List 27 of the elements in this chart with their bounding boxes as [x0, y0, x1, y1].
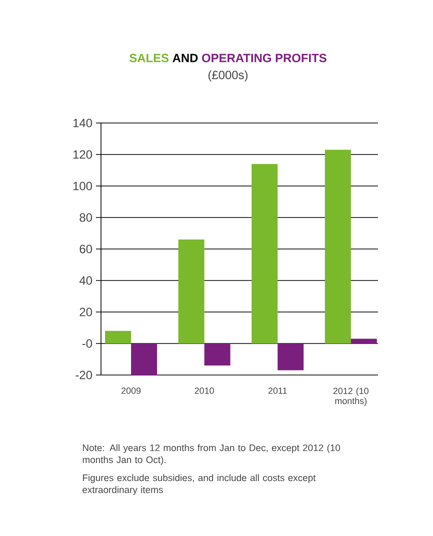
- y-tick-label: 140: [73, 118, 92, 128]
- x-tick-label: 2011: [268, 388, 287, 394]
- x-tick-label: 2009: [122, 388, 141, 394]
- bar: [204, 343, 230, 366]
- text: OPERATING PROFITS: [202, 54, 326, 62]
- bar: [278, 343, 304, 370]
- text: Note: All years 12 months from Jan to Dec, except 2012 (10 months Jan to Oct).: [82, 444, 340, 465]
- y-tick-label: 120: [73, 150, 92, 159]
- bar: [324, 150, 351, 344]
- bar: [252, 164, 278, 344]
- text: SALES: [129, 54, 169, 62]
- y-tick-label: 20: [80, 308, 92, 316]
- x-tick-label: 2010: [194, 388, 214, 394]
- x-tick-label: 2012 (10 months): [333, 388, 368, 406]
- y-tick-label: 40: [79, 276, 92, 285]
- bar: [105, 330, 132, 344]
- chart-title: AND: [172, 54, 198, 62]
- bar: [131, 343, 158, 375]
- text: Figures exclude subsidies, and include all costs except extraordinary items: [82, 474, 316, 495]
- bar: [350, 338, 377, 344]
- y-tick-label: 80: [80, 213, 92, 222]
- y-tick-label: 100: [73, 182, 92, 190]
- y-tick-label: 60: [80, 244, 92, 254]
- bar: [178, 240, 204, 344]
- chart-subtitle: (£000s): [208, 70, 248, 82]
- y-tick-label: -20: [76, 370, 92, 380]
- y-tick-label: -0: [82, 339, 92, 348]
